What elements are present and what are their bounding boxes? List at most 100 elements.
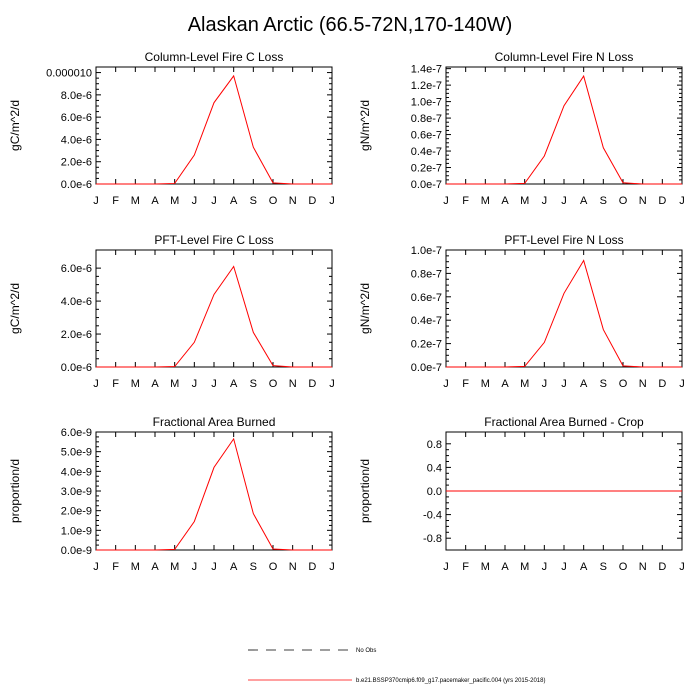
x-tick-label: J	[443, 195, 449, 207]
plot-frame	[95, 249, 333, 368]
x-tick-label: A	[501, 561, 509, 573]
y-tick-label: 5.0e-9	[61, 447, 92, 459]
x-tick-label: O	[619, 561, 628, 573]
x-tick-label: S	[600, 561, 607, 573]
x-tick-label: D	[308, 378, 316, 390]
y-tick-label: 0.8e-7	[411, 268, 442, 280]
x-tick-label: J	[192, 561, 198, 573]
x-tick-label: J	[211, 195, 217, 207]
series-line	[96, 74, 332, 185]
x-tick-label: M	[520, 195, 529, 207]
y-tick-label: 1.4e-7	[411, 64, 442, 76]
y-tick-label: 0.000010	[46, 68, 92, 80]
series-line	[96, 265, 332, 368]
x-tick-label: F	[462, 378, 469, 390]
panel-title: Fractional Area Burned	[153, 415, 276, 429]
legend-label-no-obs: No Obs	[356, 648, 376, 654]
x-tick-label: M	[481, 561, 490, 573]
x-tick-label: J	[192, 195, 198, 207]
x-tick-label: D	[308, 195, 316, 207]
y-tick-label: 1.0e-9	[61, 525, 92, 537]
x-tick-label: J	[542, 195, 548, 207]
y-tick-label: 4.0e-6	[61, 134, 92, 146]
x-tick-label: S	[600, 378, 607, 390]
x-tick-label: F	[112, 378, 119, 390]
x-tick-label: A	[501, 378, 509, 390]
x-tick-label: S	[600, 195, 607, 207]
y-tick-label: 0.4e-7	[411, 315, 442, 327]
x-tick-label: D	[658, 378, 666, 390]
x-tick-label: N	[639, 195, 647, 207]
y-tick-label: -0.4	[423, 510, 442, 522]
y-tick-label: 6.0e-6	[61, 112, 92, 124]
x-tick-label: M	[131, 195, 140, 207]
y-tick-label: 6.0e-9	[61, 427, 92, 439]
x-tick-label: J	[93, 561, 99, 573]
x-tick-label: J	[211, 378, 217, 390]
panel-title: Column-Level Fire N Loss	[495, 50, 634, 64]
x-tick-label: J	[561, 378, 567, 390]
x-tick-label: A	[580, 195, 588, 207]
y-axis-label: gN/m^2/d	[358, 100, 372, 151]
x-tick-label: S	[250, 561, 257, 573]
x-tick-label: J	[443, 561, 449, 573]
y-axis-label: gC/m^2/d	[8, 283, 22, 334]
y-tick-label: 0.0e-7	[411, 179, 442, 191]
y-tick-label: 8.0e-6	[61, 90, 92, 102]
x-tick-label: J	[542, 378, 548, 390]
y-tick-label: 3.0e-9	[61, 486, 92, 498]
x-tick-label: J	[93, 195, 99, 207]
x-tick-label: F	[462, 195, 469, 207]
x-tick-label: D	[308, 561, 316, 573]
x-tick-label: F	[112, 195, 119, 207]
y-tick-label: 0.2e-7	[411, 339, 442, 351]
y-tick-label: 0.0e-6	[61, 179, 92, 191]
x-tick-label: J	[679, 378, 685, 390]
x-tick-label: N	[639, 561, 647, 573]
x-tick-label: O	[269, 378, 278, 390]
x-tick-label: J	[329, 561, 335, 573]
panel-title: PFT-Level Fire N Loss	[504, 233, 623, 247]
x-tick-label: M	[131, 378, 140, 390]
y-tick-label: 2.0e-9	[61, 506, 92, 518]
x-tick-label: S	[250, 378, 257, 390]
y-tick-label: 0.4e-7	[411, 146, 442, 158]
x-tick-label: N	[289, 378, 297, 390]
x-tick-label: A	[230, 195, 238, 207]
x-tick-label: A	[151, 378, 159, 390]
x-tick-label: J	[679, 561, 685, 573]
x-tick-label: M	[170, 561, 179, 573]
x-tick-label: J	[192, 378, 198, 390]
x-tick-label: J	[329, 378, 335, 390]
x-tick-label: F	[462, 561, 469, 573]
y-tick-label: 1.0e-7	[411, 245, 442, 257]
x-tick-label: M	[520, 561, 529, 573]
legend-label-model: b.e21.BSSP370cmip6.f09_g17.pacemaker_pac…	[356, 678, 545, 684]
x-tick-label: A	[230, 561, 238, 573]
y-tick-label: 2.0e-6	[61, 157, 92, 169]
series-line	[446, 259, 682, 368]
plot-frame	[95, 66, 333, 185]
panel-6: Fractional Area Burned - Crop proportion/…	[358, 415, 685, 573]
y-tick-label: -0.8	[423, 533, 442, 545]
series-line	[446, 74, 682, 185]
y-tick-label: 0.6e-7	[411, 130, 442, 142]
y-tick-label: 4.0e-9	[61, 466, 92, 478]
x-tick-label: M	[131, 561, 140, 573]
x-tick-label: J	[561, 195, 567, 207]
x-tick-label: O	[619, 378, 628, 390]
x-tick-label: A	[580, 378, 588, 390]
y-tick-label: 0.8	[427, 439, 442, 451]
panel-title: PFT-Level Fire C Loss	[154, 233, 273, 247]
x-tick-label: J	[93, 378, 99, 390]
y-tick-label: 0.0e-6	[61, 362, 92, 374]
panel-title: Column-Level Fire C Loss	[145, 50, 284, 64]
plot-frame	[445, 66, 683, 185]
y-tick-label: 0.2e-7	[411, 163, 442, 175]
